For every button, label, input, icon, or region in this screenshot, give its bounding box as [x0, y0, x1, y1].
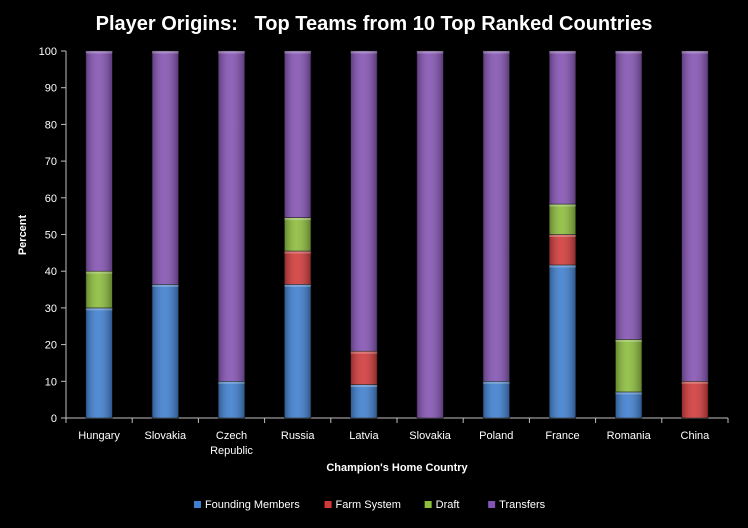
x-tick-label: Slovakia — [145, 430, 187, 442]
bar-segment-farm-system — [548, 234, 577, 266]
legend: Founding Members Farm System Draft Transfer… — [193, 499, 546, 511]
y-tick-label: 100 — [39, 46, 57, 58]
legend-swatch — [193, 501, 201, 508]
x-tick-label: Russia — [281, 430, 316, 442]
bars — [85, 50, 709, 419]
legend-label: Founding Members — [205, 499, 300, 511]
bar-segment-founding-members — [482, 380, 510, 419]
bar-segment-transfers — [284, 50, 312, 218]
legend-swatch — [488, 501, 496, 508]
y-tick-label: 80 — [45, 119, 57, 131]
x-axis: Hungary Slovakia Czech Republic Russia Latvia… — [65, 417, 729, 457]
legend-swatch — [424, 501, 432, 508]
bar-segment-transfers — [482, 50, 510, 382]
bar-segment-transfers — [217, 50, 246, 382]
x-tick-label: Czech Republic — [210, 430, 253, 457]
y-tick-label: 30 — [45, 303, 57, 315]
legend-swatch — [324, 501, 332, 508]
bar-segment-transfers — [151, 50, 179, 285]
bar-segment-farm-system — [681, 380, 709, 419]
x-tick-label: Poland — [479, 430, 513, 442]
bar-segment-transfers — [615, 50, 643, 340]
bar-segment-founding-members — [615, 391, 643, 419]
legend-item-farm-system: Farm System — [324, 499, 401, 511]
bar-segment-draft — [85, 270, 113, 309]
bar-segment-transfers — [85, 50, 113, 272]
y-tick-label: 90 — [45, 83, 57, 95]
y-tick-label: 0 — [51, 413, 57, 425]
bar-segment-transfers — [350, 50, 378, 352]
y-tick-label: 40 — [45, 266, 57, 278]
bar-segment-founding-members — [548, 264, 577, 419]
bar-segment-draft — [548, 203, 577, 235]
bar-segment-founding-members — [85, 307, 113, 419]
x-tick-label: Latvia — [349, 430, 379, 442]
legend-label: Draft — [436, 499, 460, 511]
bar-segment-transfers — [681, 50, 709, 382]
y-axis: 0 10 20 30 40 50 60 70 80 90 100 — [39, 46, 67, 425]
bar-segment-founding-members — [350, 384, 378, 419]
y-axis-title: Percent — [17, 214, 29, 255]
x-tick-label: Hungary — [78, 430, 120, 442]
bar-segment-farm-system — [284, 250, 312, 285]
bar-segment-farm-system — [350, 350, 378, 385]
bar-segment-draft — [284, 217, 312, 252]
y-tick-label: 10 — [45, 376, 57, 388]
chart-title: Player Origins: Top Teams from 10 Top Ra… — [96, 13, 653, 35]
y-tick-label: 60 — [45, 193, 57, 205]
bar-segment-founding-members — [217, 380, 246, 419]
bar-segment-transfers — [548, 50, 577, 205]
legend-item-transfers: Transfers — [488, 499, 546, 511]
x-tick-label: Romania — [607, 430, 652, 442]
x-tick-label: France — [545, 430, 579, 442]
legend-item-founding-members: Founding Members — [193, 499, 300, 511]
y-tick-label: 50 — [45, 230, 57, 242]
bar-segment-founding-members — [284, 284, 312, 419]
x-tick-label: China — [681, 430, 711, 442]
y-tick-label: 70 — [45, 156, 57, 168]
y-tick-label: 20 — [45, 340, 57, 352]
bar-segment-transfers — [416, 50, 444, 419]
bar-segment-draft — [615, 339, 643, 393]
legend-label: Transfers — [499, 499, 546, 511]
bar-segment-founding-members — [151, 284, 179, 419]
x-tick-label: Slovakia — [409, 430, 451, 442]
legend-label: Farm System — [336, 499, 401, 511]
legend-item-draft: Draft — [424, 499, 460, 511]
x-axis-title: Champion's Home Country — [326, 462, 468, 474]
